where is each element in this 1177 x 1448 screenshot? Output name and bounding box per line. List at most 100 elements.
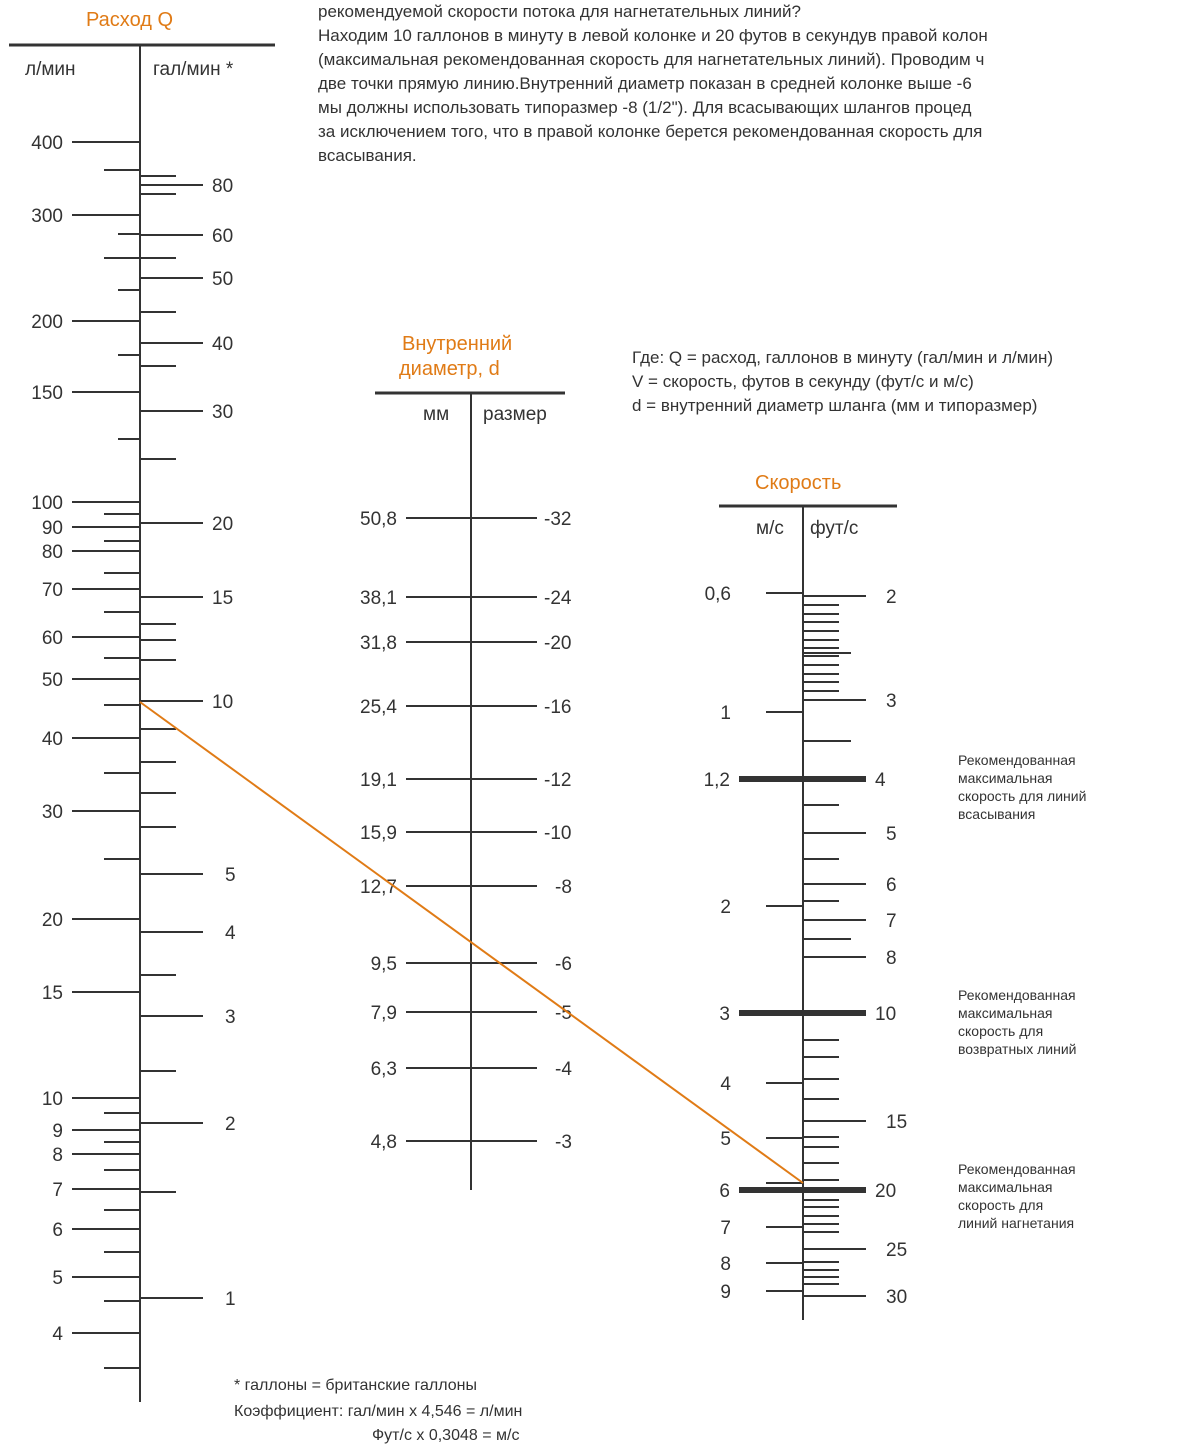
diameter-title-line1: Внутренний xyxy=(402,333,513,355)
speed-ms-label: 1 xyxy=(720,703,731,724)
intro-line: две точки прямую линию.Внутренний диамет… xyxy=(318,74,972,93)
flow-lpm-label: 6 xyxy=(52,1220,63,1241)
speed-title: Скорость xyxy=(755,472,842,494)
speed-fts-label: 2 xyxy=(886,587,897,608)
speed-fts-label: 6 xyxy=(886,875,897,896)
flow-lpm-label: 80 xyxy=(42,542,63,563)
diameter-scale: 50,8 -32 38,1 -24 31,8 -20 25,4 -16 19,1 -12 15,9 -… xyxy=(360,391,572,1190)
intro-paragraph: рекомендуемой скорости потока для нагнет… xyxy=(318,0,1177,168)
intro-line: рекомендуемой скорости потока для нагнет… xyxy=(318,2,801,21)
diameter-mm-label: 31,8 xyxy=(360,633,397,654)
speed-ms-label: 8 xyxy=(720,1254,731,1275)
speed-ms-label: 7 xyxy=(720,1218,731,1239)
speed-fts-label: 20 xyxy=(875,1181,896,1202)
legend-line: V = скорость, футов в секунду (фут/с и м… xyxy=(632,372,974,391)
flow-lpm-label: 5 xyxy=(52,1268,63,1289)
footnote-gallons: * галлоны = британские галлоны xyxy=(234,1377,478,1394)
speed-ms-label: 6 xyxy=(719,1181,730,1202)
legend-line: Где: Q = расход, галлонов в минуту (гал/… xyxy=(632,348,1054,367)
flow-gpm-label: 60 xyxy=(212,226,233,247)
speed-fts-label: 10 xyxy=(875,1004,896,1025)
return-speed-note: Рекомендованная максимальная скорость дл… xyxy=(958,987,1077,1057)
flow-lpm-label: 400 xyxy=(31,133,63,154)
diameter-size-label: -8 xyxy=(555,877,572,898)
flow-left-unit: л/мин xyxy=(25,59,76,80)
footnote-factor: Коэффициент: гал/мин х 4,546 = л/мин xyxy=(234,1403,523,1420)
flow-gpm-label: 1 xyxy=(225,1289,236,1310)
speed-ms-label: 1,2 xyxy=(704,770,730,791)
speed-scale: 0,6 1 1,2 2 3 4 5 6 7 8 9 2 3 4 5 6 7 8 10 15 20 25 30 xyxy=(704,504,907,1320)
diameter-mm-label: 9,5 xyxy=(371,954,397,975)
diameter-size-label: -32 xyxy=(544,509,571,530)
diameter-mm-label: 38,1 xyxy=(360,588,397,609)
speed-fts-label: 30 xyxy=(886,1287,907,1308)
diameter-mm-label: 15,9 xyxy=(360,823,397,844)
flow-lpm-label: 150 xyxy=(31,383,63,404)
example-line xyxy=(139,701,804,1184)
diameter-mm-label: 12,7 xyxy=(360,877,397,898)
flow-lpm-label: 10 xyxy=(42,1089,63,1110)
flow-lpm-label: 70 xyxy=(42,580,63,601)
diameter-title-line2: диаметр, d xyxy=(399,358,500,380)
flow-lpm-label: 20 xyxy=(42,910,63,931)
flow-title: Расход Q xyxy=(86,9,174,31)
speed-ms-label: 0,6 xyxy=(705,584,731,605)
flow-lpm-label: 300 xyxy=(31,206,63,227)
pressure-speed-note: Рекомендованная максимальная скорость дл… xyxy=(958,1161,1076,1231)
speed-ms-label: 9 xyxy=(720,1282,731,1303)
speed-fts-label: 15 xyxy=(886,1112,907,1133)
intro-line: всасывания. xyxy=(318,146,417,165)
diameter-mm-label: 25,4 xyxy=(360,697,397,718)
intro-line: за исключением того, что в правой колонк… xyxy=(318,122,983,141)
flow-gpm-label: 5 xyxy=(225,865,236,886)
diameter-size-label: -6 xyxy=(555,954,572,975)
flow-lpm-label: 9 xyxy=(52,1121,63,1142)
diameter-size-label: -3 xyxy=(555,1132,572,1153)
speed-fts-label: 4 xyxy=(875,770,886,791)
flow-lpm-label: 60 xyxy=(42,628,63,649)
diameter-size-label: -5 xyxy=(555,1003,572,1024)
flow-lpm-label: 7 xyxy=(52,1180,63,1201)
diameter-mm-label: 7,9 xyxy=(371,1003,397,1024)
speed-fts-label: 25 xyxy=(886,1240,907,1261)
diameter-size-label: -4 xyxy=(555,1059,572,1080)
flow-gpm-label: 4 xyxy=(225,923,236,944)
flow-lpm-label: 90 xyxy=(42,518,63,539)
diameter-size-label: -10 xyxy=(544,823,571,844)
diameter-mm-label: 50,8 xyxy=(360,509,397,530)
diameter-size-label: -20 xyxy=(544,633,571,654)
flow-gpm-label: 3 xyxy=(225,1007,236,1028)
flow-lpm-label: 15 xyxy=(42,983,63,1004)
flow-gpm-label: 40 xyxy=(212,334,233,355)
speed-fts-label: 8 xyxy=(886,948,897,969)
speed-fts-label: 5 xyxy=(886,824,897,845)
legend: Где: Q = расход, галлонов в минуту (гал/… xyxy=(632,346,1053,418)
speed-ms-label: 2 xyxy=(720,897,731,918)
flow-gpm-label: 80 xyxy=(212,176,233,197)
flow-gpm-label: 50 xyxy=(212,269,233,290)
speed-ms-label: 4 xyxy=(720,1074,731,1095)
diameter-mm-label: 6,3 xyxy=(371,1059,397,1080)
flow-lpm-label: 200 xyxy=(31,312,63,333)
flow-gpm-label: 10 xyxy=(212,692,233,713)
speed-right-unit: фут/с xyxy=(810,518,859,539)
flow-lpm-label: 8 xyxy=(52,1145,63,1166)
flow-lpm-label: 4 xyxy=(52,1324,63,1345)
flow-gpm-label: 2 xyxy=(225,1114,236,1135)
diameter-mm-label: 19,1 xyxy=(360,770,397,791)
speed-fts-label: 3 xyxy=(886,691,897,712)
flow-lpm-label: 50 xyxy=(42,670,63,691)
diameter-size-label: -16 xyxy=(544,697,571,718)
flow-gpm-label: 15 xyxy=(212,588,233,609)
intro-line: мы должны использовать типоразмер -8 (1/… xyxy=(318,98,972,117)
flow-right-unit: гал/мин * xyxy=(153,59,234,80)
diameter-size-label: -24 xyxy=(544,588,572,609)
flow-lpm-label: 40 xyxy=(42,729,63,750)
speed-left-unit: м/с xyxy=(756,518,784,539)
flow-gpm-label: 30 xyxy=(212,402,233,423)
diameter-size-label: -12 xyxy=(544,770,571,791)
flow-gpm-label: 20 xyxy=(212,514,233,535)
diameter-right-unit: размер xyxy=(483,404,547,425)
diameter-left-unit: мм xyxy=(423,404,450,425)
